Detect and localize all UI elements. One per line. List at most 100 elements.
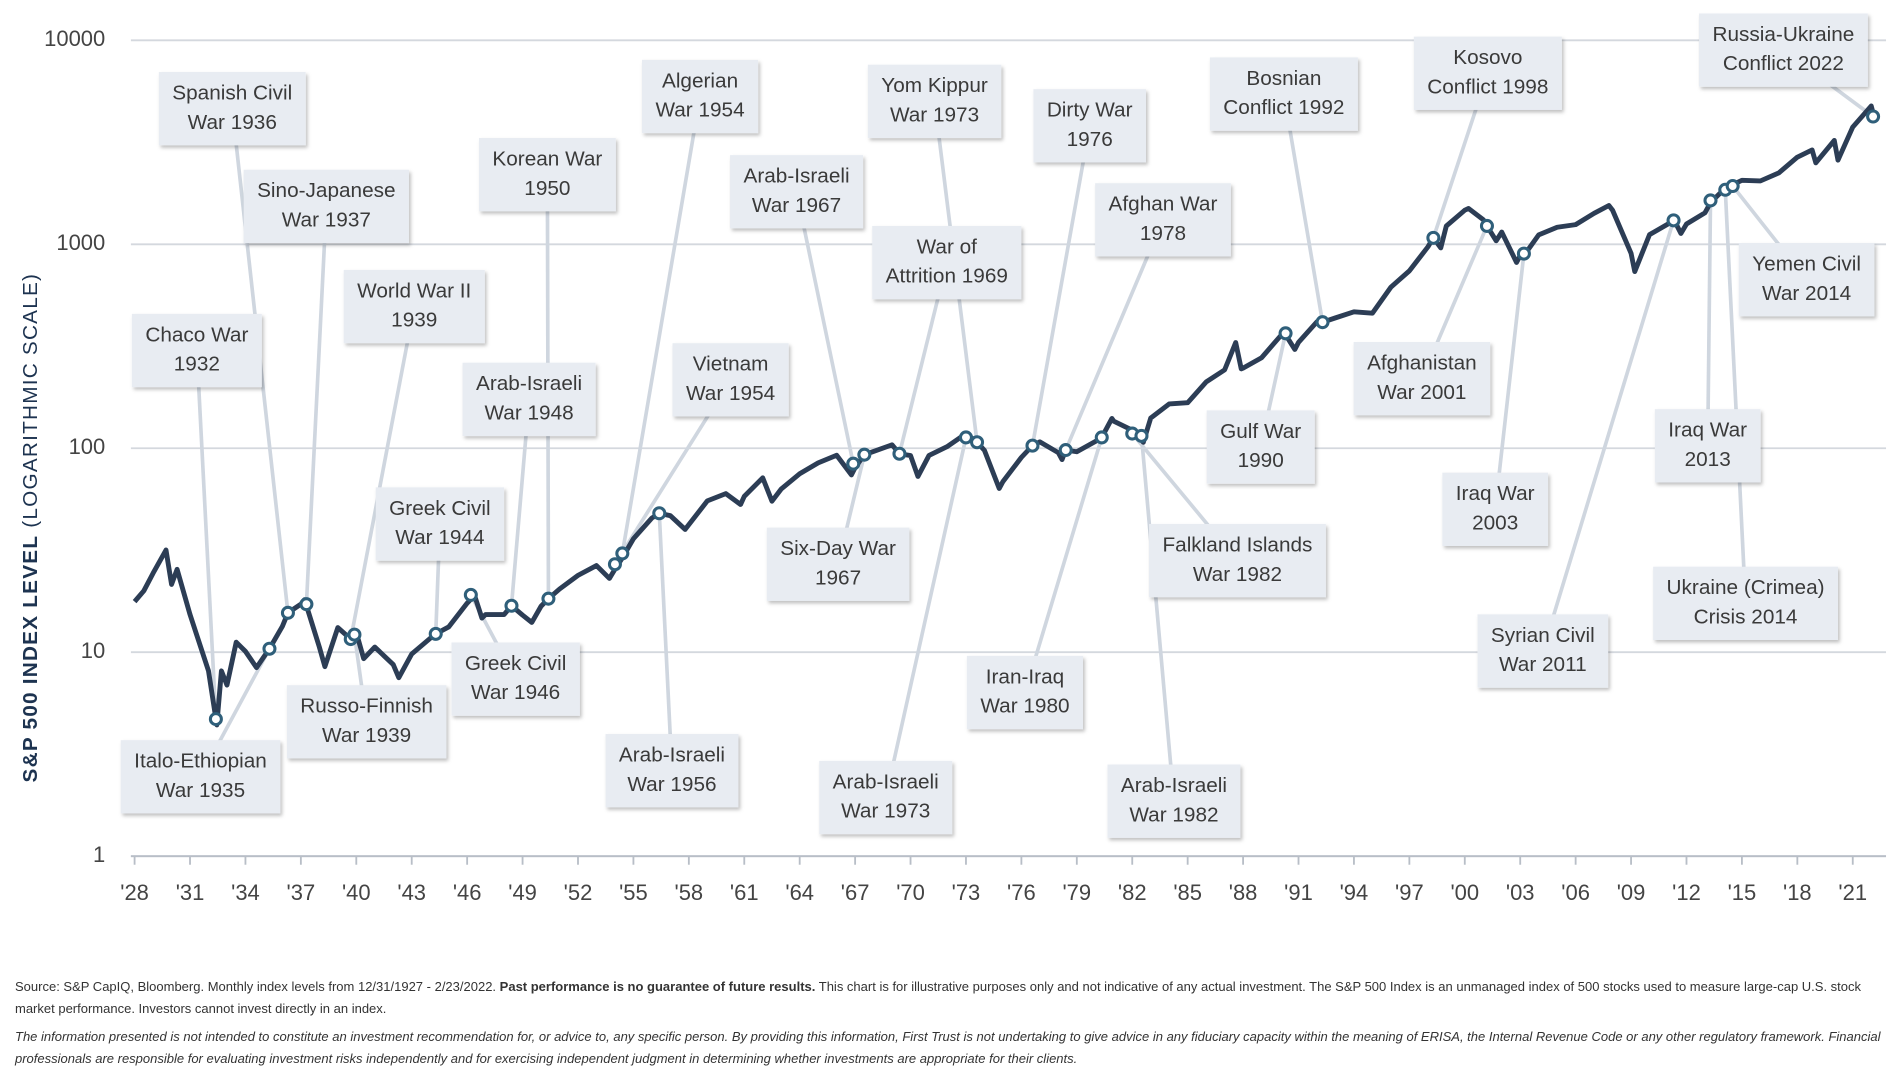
annotation-text: 1950 <box>524 177 570 200</box>
y-tick-label: 100 <box>69 434 106 459</box>
annotation: Italo-Ethiopian War 1935 <box>120 740 281 814</box>
connector <box>1064 219 1165 451</box>
connector <box>1282 93 1325 323</box>
annotation-text: Korean War <box>492 147 602 170</box>
x-tick-label: '37 <box>287 880 316 905</box>
annotation-box <box>343 269 485 344</box>
disclaimer: The information presented is not intende… <box>15 1029 1881 1066</box>
annotation-text: Iraq War <box>1456 482 1535 505</box>
annotation: Yom Kippur War 1973 <box>867 64 1002 139</box>
annotation-boxes: Chaco War 1932 Italo-Ethiopian War 1935 Span… <box>120 13 1875 838</box>
annotation: World War II 1939 <box>343 269 485 344</box>
annotation-box <box>819 760 953 835</box>
annotation: Arab-Israeli War 1967 <box>730 155 864 229</box>
x-tick-label: '91 <box>1284 880 1313 905</box>
annotation-box <box>120 740 281 814</box>
annotation-box <box>1209 57 1358 131</box>
annotation-text: War 2001 <box>1377 381 1466 404</box>
annotation: Greek Civil War 1946 <box>451 642 580 716</box>
annotation-text: Attrition 1969 <box>886 265 1008 288</box>
annotation: Arab-Israeli War 1973 <box>819 760 953 835</box>
annotation: Dirty War 1976 <box>1033 89 1146 163</box>
annotation-text: Yom Kippur <box>881 74 988 97</box>
x-tick-label: '03 <box>1506 880 1535 905</box>
annotation-box <box>1699 13 1868 87</box>
x-tick-label: '58 <box>675 880 704 905</box>
annotation: Iraq War 2013 <box>1654 409 1761 483</box>
annotation: Afghanistan War 2001 <box>1353 341 1491 416</box>
annotation-text: 1939 <box>391 309 437 332</box>
x-tick-label: '73 <box>952 880 981 905</box>
x-tick-label: '52 <box>564 880 593 905</box>
connector <box>657 513 674 771</box>
connector <box>1541 219 1676 652</box>
annotation-text: Arab-Israeli <box>619 744 725 767</box>
annotation-box <box>1653 566 1838 640</box>
annotation: Six-Day War 1967 <box>766 527 910 601</box>
annotation-text: War 1954 <box>655 99 744 122</box>
annotation-text: Greek Civil <box>465 652 566 675</box>
annotation: Syrian Civil War 2011 <box>1477 614 1609 688</box>
annotation-text: Conflict 2022 <box>1723 52 1844 75</box>
source-rest: This chart is for illustrative purposes … <box>15 979 1862 1016</box>
annotation-text: Six-Day War <box>780 537 896 560</box>
x-tick-label: '40 <box>342 880 371 905</box>
annotation-text: Arab-Israeli <box>476 372 582 395</box>
x-tick-label: '18 <box>1783 880 1812 905</box>
x-tick-label: '31 <box>176 880 205 905</box>
annotation: War of Attrition 1969 <box>872 225 1022 300</box>
event-marker <box>652 506 667 521</box>
annotation-text: Afghan War <box>1109 193 1218 216</box>
annotation: Falkland Islands War 1982 <box>1149 523 1326 598</box>
event-marker <box>892 446 907 461</box>
annotation-box <box>1095 183 1231 257</box>
grid: 1 10 100 1000 10000 '28 '31 '34 '37 '40 '43 '46 '49 '… <box>44 26 1887 905</box>
annotation-text: War 1956 <box>627 773 716 796</box>
annotation-text: War 1939 <box>322 724 411 747</box>
annotation-text: Vietnam <box>693 353 769 376</box>
event-marker <box>958 430 973 445</box>
event-marker <box>280 605 295 620</box>
connector <box>1493 253 1526 510</box>
annotation-text: War of <box>917 235 978 258</box>
annotation-box <box>867 64 1002 139</box>
x-tick-label: '79 <box>1062 880 1091 905</box>
x-tick-label: '00 <box>1450 880 1479 905</box>
annotation-text: Italo-Ethiopian <box>134 750 267 773</box>
annotation-text: Greek Civil <box>389 497 490 520</box>
annotation-text: Syrian Civil <box>1491 624 1595 647</box>
annotation: Bosnian Conflict 1992 <box>1209 57 1358 131</box>
source-lead: Source: S&P CapIQ, Bloomberg. Monthly in… <box>15 979 497 994</box>
annotation-text: Kosovo <box>1453 46 1522 69</box>
annotation-text: Iran-Iraq <box>986 665 1064 688</box>
annotation-text: Ukraine (Crimea) <box>1667 576 1825 599</box>
connector <box>1705 200 1713 446</box>
annotation: Arab-Israeli War 1982 <box>1107 764 1241 838</box>
annotation-text: 2013 <box>1685 448 1731 471</box>
annotation-box <box>158 72 306 146</box>
annotation: Algerian War 1954 <box>642 59 759 134</box>
annotation: Afghan War 1978 <box>1095 183 1231 257</box>
annotation-box <box>872 225 1022 300</box>
x-tick-label: '09 <box>1617 880 1646 905</box>
annotation-text: War 1937 <box>282 209 371 232</box>
annotation-box <box>642 59 759 134</box>
event-marker <box>504 598 519 613</box>
y-axis-note: (LOGARITHMIC SCALE) <box>19 273 42 528</box>
annotation-text: War 2014 <box>1762 282 1851 305</box>
annotation-text: 1932 <box>174 353 220 376</box>
x-tick-label: '67 <box>841 880 870 905</box>
annotation-box <box>1107 764 1241 838</box>
annotation: Chaco War 1932 <box>131 313 262 388</box>
event-marker <box>208 712 223 727</box>
annotation-box <box>286 685 447 759</box>
x-tick-label: '43 <box>397 880 426 905</box>
annotation: Korean War 1950 <box>478 138 616 212</box>
x-tick-label: '82 <box>1118 880 1147 905</box>
annotation: Ukraine (Crimea) Crisis 2014 <box>1653 566 1838 640</box>
annotation-box <box>605 734 739 808</box>
x-tick-label: '94 <box>1340 880 1369 905</box>
annotation: Arab-Israeli War 1956 <box>605 734 739 808</box>
x-tick-label: '64 <box>785 880 814 905</box>
annotation-text: 1978 <box>1140 222 1186 245</box>
